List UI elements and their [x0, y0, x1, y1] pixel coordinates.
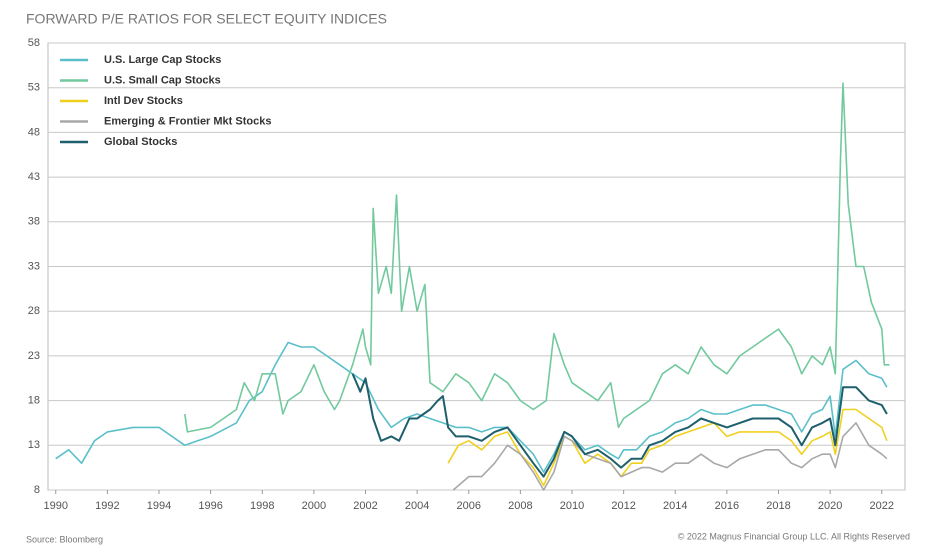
y-tick-label: 38 [28, 216, 40, 228]
x-tick-label: 1998 [250, 500, 274, 512]
series-line [452, 422, 888, 491]
x-tick-label: 2006 [457, 500, 481, 512]
y-tick-label: 33 [28, 260, 40, 272]
x-tick-label: 2004 [405, 500, 429, 512]
legend-label: Intl Dev Stocks [104, 95, 183, 107]
y-tick-label: 13 [28, 439, 40, 451]
chart-title: FORWARD P/E RATIOS FOR SELECT EQUITY IND… [26, 11, 387, 27]
x-tick-label: 2008 [508, 500, 532, 512]
legend-label: Global Stocks [104, 136, 177, 148]
x-tick-label: 2018 [766, 500, 790, 512]
x-tick-label: 2022 [870, 500, 894, 512]
x-tick-label: 1994 [147, 500, 171, 512]
x-tick-label: 1992 [95, 500, 119, 512]
series-line [184, 82, 890, 433]
x-tick-label: 2020 [818, 500, 842, 512]
x-tick-label: 2012 [611, 500, 635, 512]
y-tick-label: 18 [28, 395, 40, 407]
y-tick-label: 8 [34, 484, 40, 496]
y-tick-label: 58 [28, 37, 40, 49]
legend-label: U.S. Small Cap Stocks [104, 74, 221, 86]
series-line [447, 408, 888, 487]
x-tick-label: 2014 [663, 500, 687, 512]
series-line [351, 373, 888, 478]
y-tick-label: 53 [28, 82, 40, 94]
legend-label: U.S. Large Cap Stocks [104, 54, 221, 66]
x-tick-label: 2002 [353, 500, 377, 512]
y-tick-label: 48 [28, 126, 40, 138]
y-tick-label: 43 [28, 171, 40, 183]
x-tick-label: 1996 [198, 500, 222, 512]
x-tick-label: 1990 [44, 500, 68, 512]
y-tick-label: 28 [28, 305, 40, 317]
series-line [55, 341, 888, 473]
x-tick-label: 2000 [302, 500, 326, 512]
x-tick-label: 2010 [560, 500, 584, 512]
x-tick-label: 2016 [715, 500, 739, 512]
source: Source: Bloomberg [26, 534, 103, 544]
y-tick-label: 23 [28, 350, 40, 362]
copyright: © 2022 Magnus Financial Group LLC. All R… [678, 531, 910, 541]
legend-label: Emerging & Frontier Mkt Stocks [104, 115, 271, 127]
